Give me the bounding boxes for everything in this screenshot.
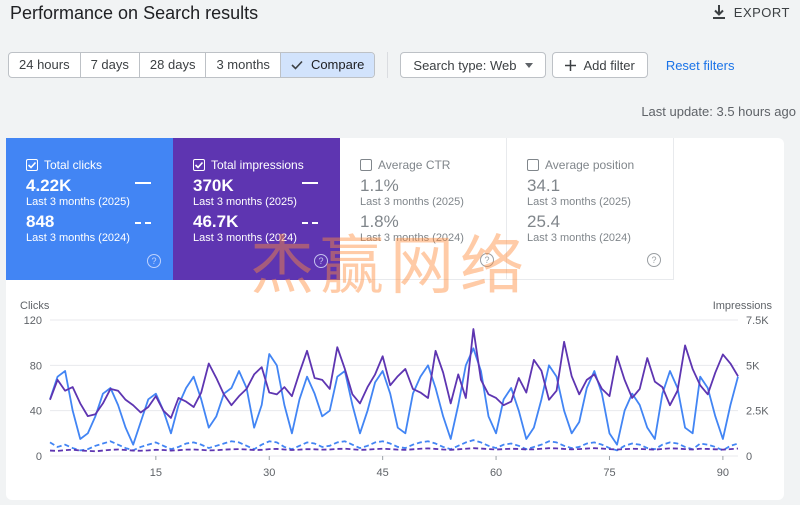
metric-value-current: 4.22K	[26, 176, 72, 195]
metric-label: Total clicks	[44, 158, 103, 172]
checkbox-checked-icon[interactable]	[193, 159, 205, 171]
compare-label: Compare	[310, 57, 365, 72]
add-filter-button[interactable]: Add filter	[551, 52, 648, 78]
metric-period-previous: Last 3 months (2024)	[527, 232, 631, 244]
metric-value-previous: 25.4	[527, 212, 561, 231]
help-icon[interactable]: ?	[147, 254, 161, 268]
x-tick-label: 90	[717, 467, 729, 479]
dashed-line-legend	[135, 222, 151, 224]
metric-period-current: Last 3 months (2025)	[26, 196, 130, 208]
page-header: Performance on Search results EXPORT	[0, 0, 800, 36]
export-button[interactable]: EXPORT	[712, 4, 790, 20]
search-type-dropdown[interactable]: Search type: Web	[400, 52, 546, 78]
watermark: 杰赢网络	[250, 230, 530, 304]
checkbox-checked-icon[interactable]	[26, 159, 38, 171]
date-range-selector: 24 hours 7 days 28 days 3 months Compare	[8, 52, 376, 78]
y-tick-label-right: 5K	[746, 360, 760, 372]
metric-period-previous: Last 3 months (2024)	[26, 232, 130, 244]
performance-panel: Total clicks 4.22K Last 3 months (2025) …	[6, 138, 784, 500]
series-line-1	[49, 328, 739, 419]
date-range-3-months[interactable]: 3 months	[206, 53, 281, 77]
metric-value-current: 1.1%	[360, 176, 399, 195]
metric-card-average-ctr[interactable]: Average CTR 1.1% Last 3 months (2025) 1.…	[340, 138, 507, 280]
date-range-7-days[interactable]: 7 days	[81, 53, 140, 77]
y-tick-label-left: 0	[36, 451, 42, 463]
reset-filters-link[interactable]: Reset filters	[665, 57, 735, 73]
page-title: Performance on Search results	[10, 3, 259, 23]
metric-card-average-position[interactable]: Average position 34.1 Last 3 months (202…	[507, 138, 674, 280]
date-range-24-hours[interactable]: 24 hours	[9, 53, 81, 77]
solid-line-legend	[302, 182, 318, 184]
x-tick-label: 30	[263, 467, 275, 479]
compare-button[interactable]: Compare	[280, 53, 375, 77]
dashed-line-legend	[302, 222, 318, 224]
y-tick-label-right: 2.5K	[746, 406, 769, 418]
metric-period-current: Last 3 months (2025)	[527, 196, 631, 208]
toolbar-divider	[387, 52, 389, 78]
metric-value-previous: 46.7K	[193, 212, 239, 231]
y-tick-label-right: 7.5K	[746, 315, 769, 327]
metric-card-total-impressions[interactable]: Total impressions 370K Last 3 months (20…	[173, 138, 340, 280]
x-tick-label: 45	[377, 467, 389, 479]
metric-period-previous: Last 3 months (2024)	[193, 232, 297, 244]
series-line-3	[49, 447, 739, 453]
date-range-28-days[interactable]: 28 days	[140, 53, 207, 77]
last-update: Last update: 3.5 hours ago	[641, 104, 796, 119]
caret-down-icon	[524, 62, 533, 68]
y-tick-label-left: 120	[24, 315, 42, 327]
solid-line-legend	[135, 182, 151, 184]
plus-icon	[564, 59, 576, 71]
metric-card-total-clicks[interactable]: Total clicks 4.22K Last 3 months (2025) …	[6, 138, 173, 280]
metric-label: Average position	[545, 158, 635, 172]
help-icon[interactable]: ?	[314, 254, 328, 268]
series-line-0	[49, 347, 739, 446]
y-tick-label-right: 0	[746, 451, 752, 463]
metric-value-current: 370K	[193, 176, 234, 195]
y-tick-label-left: 80	[30, 360, 42, 372]
metric-label: Total impressions	[211, 158, 304, 172]
add-filter-label: Add filter	[583, 57, 635, 73]
performance-chart[interactable]: 120 7.5K 80 5K 40 2.5K 0 0 Clicks Impressions 15 30…	[6, 288, 784, 500]
export-label: EXPORT	[733, 4, 790, 20]
metric-label: Average CTR	[378, 158, 451, 172]
metric-period-current: Last 3 months (2025)	[360, 196, 464, 208]
metric-period-current: Last 3 months (2025)	[193, 196, 297, 208]
checkbox-unchecked-icon[interactable]	[360, 159, 372, 171]
x-tick-label: 15	[150, 467, 162, 479]
search-type-label: Search type: Web	[413, 57, 517, 73]
checkbox-unchecked-icon[interactable]	[527, 159, 539, 171]
series-line-2	[49, 439, 739, 452]
x-tick-label: 60	[490, 467, 502, 479]
metric-value-previous: 1.8%	[360, 212, 399, 231]
right-axis-title: Impressions	[713, 300, 773, 312]
help-icon[interactable]: ?	[480, 253, 494, 267]
metric-value-current: 34.1	[527, 176, 561, 195]
help-icon[interactable]: ?	[647, 253, 661, 267]
toolbar: 24 hours 7 days 28 days 3 months Compare…	[8, 52, 734, 78]
y-tick-label-left: 40	[30, 406, 42, 418]
metric-cards: Total clicks 4.22K Last 3 months (2025) …	[6, 138, 675, 280]
left-axis-title: Clicks	[20, 300, 50, 312]
metric-value-previous: 848	[26, 212, 55, 231]
metric-period-previous: Last 3 months (2024)	[360, 232, 464, 244]
check-icon	[291, 60, 303, 70]
x-tick-label: 75	[603, 467, 615, 479]
download-icon	[712, 5, 725, 19]
